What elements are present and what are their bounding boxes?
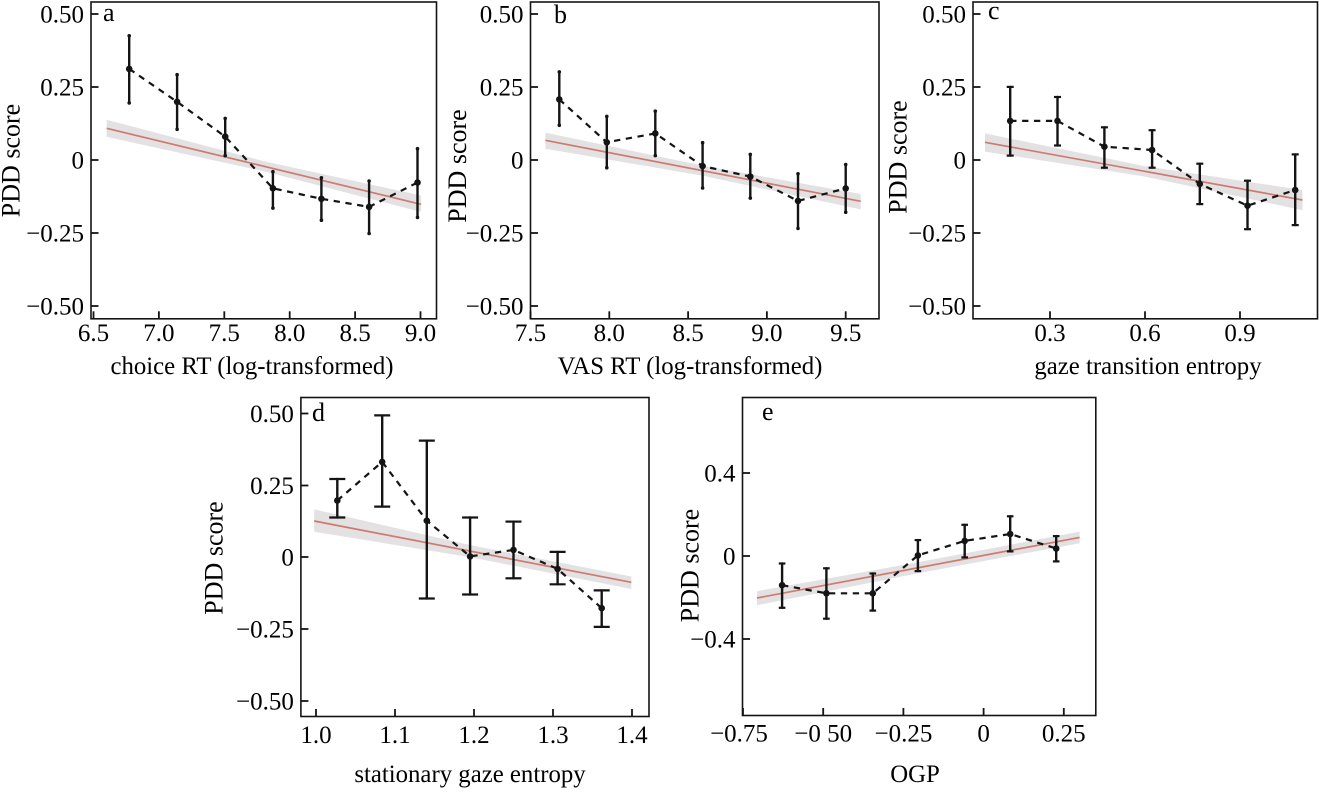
- svg-text:1.1: 1.1: [379, 722, 410, 749]
- svg-text:stationary gaze entropy: stationary gaze entropy: [354, 761, 586, 788]
- svg-text:1.3: 1.3: [537, 722, 568, 749]
- svg-text:OGP: OGP: [890, 761, 940, 788]
- svg-text:PDD score: PDD score: [443, 109, 472, 222]
- svg-text:−0.50: −0.50: [466, 294, 524, 321]
- svg-text:VAS RT (log-transformed): VAS RT (log-transformed): [558, 353, 823, 380]
- svg-text:PDD score: PDD score: [676, 509, 705, 622]
- svg-text:0: 0: [72, 148, 85, 175]
- svg-text:8.0: 8.0: [274, 320, 305, 347]
- svg-text:PDD score: PDD score: [200, 501, 229, 614]
- svg-text:1.4: 1.4: [616, 722, 648, 749]
- svg-text:1.0: 1.0: [300, 722, 331, 749]
- svg-text:0.3: 0.3: [1034, 320, 1065, 347]
- svg-text:0: 0: [281, 545, 294, 572]
- svg-text:0.25: 0.25: [250, 473, 294, 500]
- svg-text:6.5: 6.5: [78, 320, 109, 347]
- svg-text:0.25: 0.25: [480, 75, 524, 102]
- svg-text:PDD score: PDD score: [0, 104, 26, 217]
- svg-text:8.0: 8.0: [594, 320, 625, 347]
- svg-text:0.25: 0.25: [922, 75, 966, 102]
- svg-text:0.50: 0.50: [922, 2, 966, 29]
- svg-text:9.5: 9.5: [830, 320, 861, 347]
- svg-text:1.2: 1.2: [458, 722, 489, 749]
- svg-text:8.5: 8.5: [339, 320, 370, 347]
- svg-text:PDD score: PDD score: [884, 100, 913, 213]
- svg-text:−0 50: −0 50: [794, 721, 852, 748]
- svg-text:0.9: 0.9: [1224, 320, 1255, 347]
- svg-text:−0.25: −0.25: [908, 221, 966, 248]
- svg-text:a: a: [103, 0, 115, 27]
- svg-text:c: c: [988, 0, 1000, 25]
- svg-text:9.0: 9.0: [751, 320, 782, 347]
- svg-text:b: b: [554, 0, 567, 29]
- svg-text:−0.4: −0.4: [690, 627, 736, 654]
- svg-text:0.25: 0.25: [40, 75, 84, 102]
- svg-text:0.25: 0.25: [1042, 721, 1086, 748]
- svg-text:0.4: 0.4: [704, 461, 736, 488]
- svg-text:−0.25: −0.25: [26, 221, 84, 248]
- svg-text:−0.50: −0.50: [908, 294, 966, 321]
- svg-text:0: 0: [954, 148, 967, 175]
- svg-text:−0.50: −0.50: [26, 294, 84, 321]
- svg-text:d: d: [312, 398, 325, 427]
- svg-text:7.5: 7.5: [209, 320, 240, 347]
- svg-text:0.50: 0.50: [250, 401, 294, 428]
- svg-text:7.5: 7.5: [515, 320, 546, 347]
- svg-text:−0.25: −0.25: [874, 721, 932, 748]
- svg-text:0.6: 0.6: [1129, 320, 1160, 347]
- svg-text:8.5: 8.5: [672, 320, 703, 347]
- svg-text:e: e: [762, 397, 774, 426]
- svg-text:−0.25: −0.25: [466, 221, 524, 248]
- svg-text:0: 0: [723, 544, 736, 571]
- svg-text:7.0: 7.0: [143, 320, 174, 347]
- svg-text:choice RT (log-transformed): choice RT (log-transformed): [110, 353, 393, 380]
- svg-text:−0.25: −0.25: [236, 617, 294, 644]
- svg-text:−0.50: −0.50: [236, 689, 294, 716]
- svg-text:gaze transition entropy: gaze transition entropy: [1034, 353, 1262, 380]
- svg-text:0.50: 0.50: [40, 2, 84, 29]
- svg-text:0: 0: [511, 148, 524, 175]
- svg-text:9.0: 9.0: [405, 320, 436, 347]
- svg-text:−0.75: −0.75: [710, 721, 768, 748]
- svg-text:0: 0: [977, 721, 990, 748]
- svg-text:0.50: 0.50: [480, 2, 524, 29]
